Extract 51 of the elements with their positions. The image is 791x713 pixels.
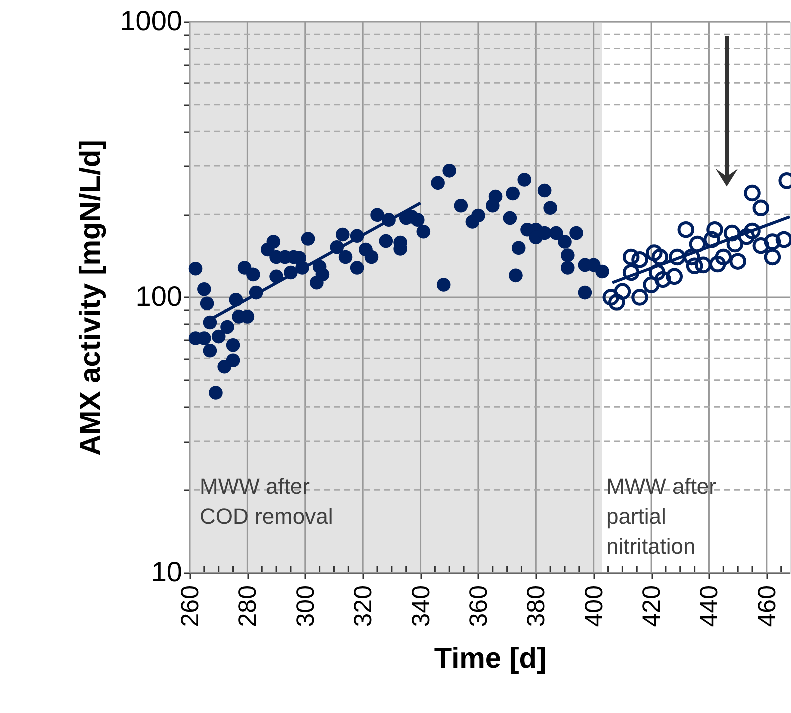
- band-label: MWW after COD removal: [200, 474, 334, 529]
- point: [608, 294, 626, 311]
- point: [643, 276, 660, 294]
- x-tick-label: 460: [753, 586, 782, 628]
- point: [686, 258, 704, 274]
- point: [654, 271, 672, 288]
- point: [706, 221, 724, 238]
- point: [632, 289, 648, 306]
- x-tick-label: 280: [234, 586, 262, 628]
- point: [764, 234, 782, 250]
- y-tick-label: 100: [136, 281, 182, 312]
- point: [648, 264, 666, 282]
- point: [652, 248, 669, 266]
- x-tick-label: 340: [407, 586, 436, 628]
- point: [689, 236, 706, 253]
- point: [730, 253, 746, 270]
- point: [632, 251, 648, 268]
- y-axis-title: AMX activity [mgN/L/d]: [75, 140, 108, 456]
- point: [614, 283, 632, 300]
- point: [646, 244, 663, 262]
- x-tick-label: 260: [176, 586, 204, 628]
- x-tick-label: 420: [638, 586, 666, 628]
- point: [622, 264, 640, 282]
- point: [738, 228, 756, 246]
- annotation: MWW after partial nitritation: [606, 474, 716, 559]
- x-tick-label: 380: [522, 586, 551, 628]
- point: [678, 221, 695, 238]
- x-tick-label: 300: [292, 586, 320, 628]
- x-tick-label: 440: [696, 586, 724, 628]
- x-tick-label: 360: [464, 586, 493, 628]
- point: [764, 248, 782, 266]
- x-axis-title: Time [d]: [434, 643, 547, 676]
- y-tick-label: 10: [151, 556, 182, 588]
- point: [695, 256, 712, 274]
- point: [684, 248, 700, 266]
- point: [669, 248, 686, 266]
- point: [726, 236, 744, 253]
- x-tick-label: 400: [580, 586, 608, 628]
- point: [744, 222, 761, 240]
- point: [724, 224, 741, 242]
- point: [744, 184, 761, 202]
- point: [622, 248, 640, 266]
- point: [752, 237, 770, 254]
- point: [709, 256, 726, 273]
- point: [602, 289, 620, 306]
- point: [752, 200, 770, 217]
- x-tick-label: 320: [350, 586, 378, 628]
- point: [715, 248, 732, 266]
- point: [666, 268, 684, 286]
- point: [704, 231, 721, 248]
- y-tick-label: 1000: [120, 6, 182, 36]
